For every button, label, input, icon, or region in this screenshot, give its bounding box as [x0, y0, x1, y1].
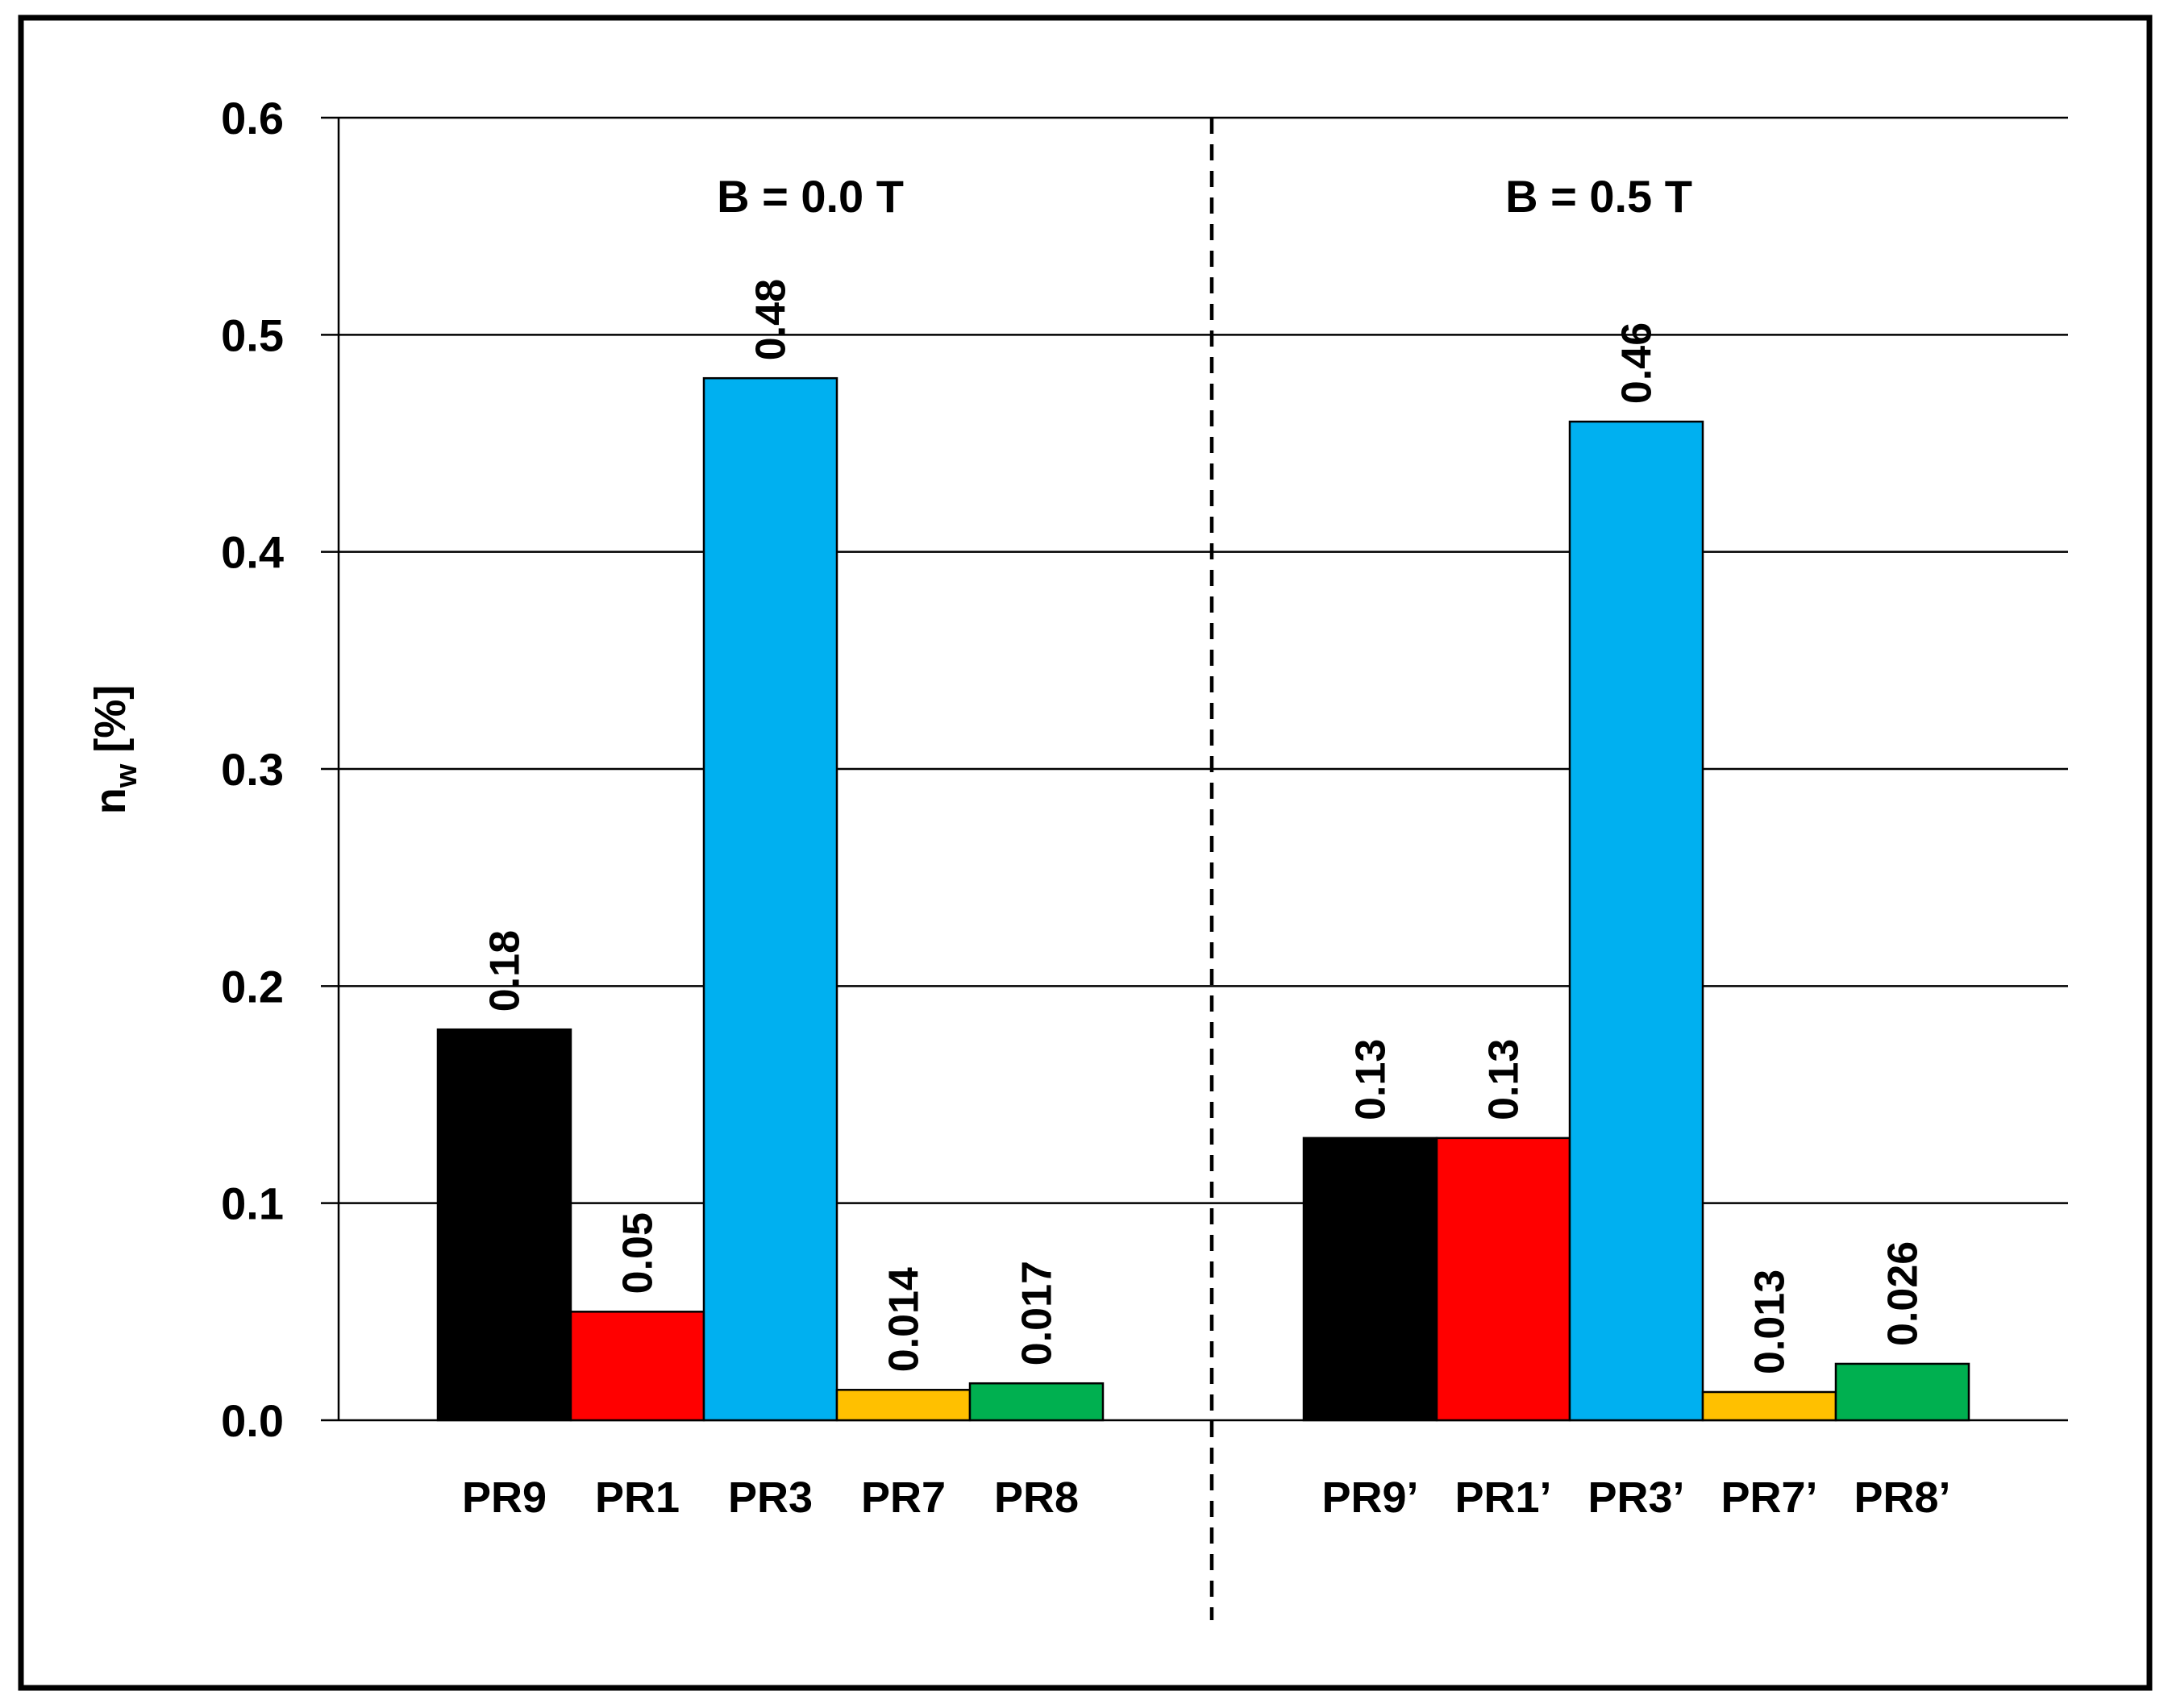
labels: B = 0.0 T 0.18 PR9 0.05 PR1 0.48 PR3 0.014 PR7 0.… — [462, 171, 1951, 1522]
y-tick-label: 0.4 — [221, 527, 284, 578]
y-tick-label: 0.0 — [221, 1395, 284, 1446]
chart-frame — [18, 15, 2153, 1691]
data-label: 0.05 — [615, 1212, 662, 1294]
y-axis-title: nw [%] — [86, 685, 144, 815]
gridlines — [321, 116, 2068, 1422]
bar — [1568, 420, 1704, 1422]
x-tick-label: PR3’ — [1587, 1473, 1684, 1522]
x-tick-label: PR8’ — [1854, 1473, 1950, 1522]
data-label: 0.46 — [1614, 322, 1661, 404]
bars — [436, 376, 1970, 1422]
bar — [569, 1311, 705, 1422]
y-axis: 0.0 0.1 0.2 0.3 0.4 0.5 0.6 — [221, 93, 1214, 1620]
y-tick-label: 0.6 — [221, 93, 284, 143]
data-label: 0.13 — [1481, 1039, 1528, 1120]
bar — [968, 1382, 1105, 1422]
y-axis-title-main: n — [86, 788, 135, 814]
bar — [1302, 1137, 1438, 1422]
x-tick-label: PR1 — [595, 1473, 680, 1522]
data-label: 0.13 — [1348, 1039, 1395, 1120]
x-tick-label: PR3 — [728, 1473, 813, 1522]
x-tick-label: PR1’ — [1454, 1473, 1551, 1522]
x-tick-label: PR8 — [994, 1473, 1079, 1522]
group-label: B = 0.5 T — [1505, 171, 1692, 222]
x-tick-label: PR7’ — [1721, 1473, 1817, 1522]
data-label: 0.48 — [748, 279, 795, 360]
y-tick-label: 0.2 — [221, 961, 284, 1012]
bar — [1435, 1137, 1571, 1422]
y-axis-title-unit: [%] — [86, 685, 135, 753]
bar — [835, 1389, 972, 1422]
x-tick-label: PR7 — [861, 1473, 946, 1522]
bar — [1701, 1390, 1837, 1422]
bar — [436, 1028, 572, 1422]
y-tick-label: 0.1 — [221, 1178, 284, 1229]
data-label: 0.013 — [1747, 1270, 1794, 1374]
bar — [702, 376, 838, 1422]
bar — [1834, 1362, 1970, 1422]
x-tick-label: PR9’ — [1321, 1473, 1418, 1522]
y-axis-title-subscript: w — [110, 763, 144, 788]
x-tick-label: PR9 — [462, 1473, 547, 1522]
y-tick-label: 0.5 — [221, 310, 284, 360]
data-label: 0.014 — [881, 1267, 928, 1372]
data-label: 0.017 — [1014, 1261, 1061, 1365]
data-label: 0.18 — [482, 930, 529, 1012]
y-tick-label: 0.3 — [221, 744, 284, 795]
data-label: 0.026 — [1880, 1241, 1927, 1346]
group-label: B = 0.0 T — [717, 171, 904, 222]
